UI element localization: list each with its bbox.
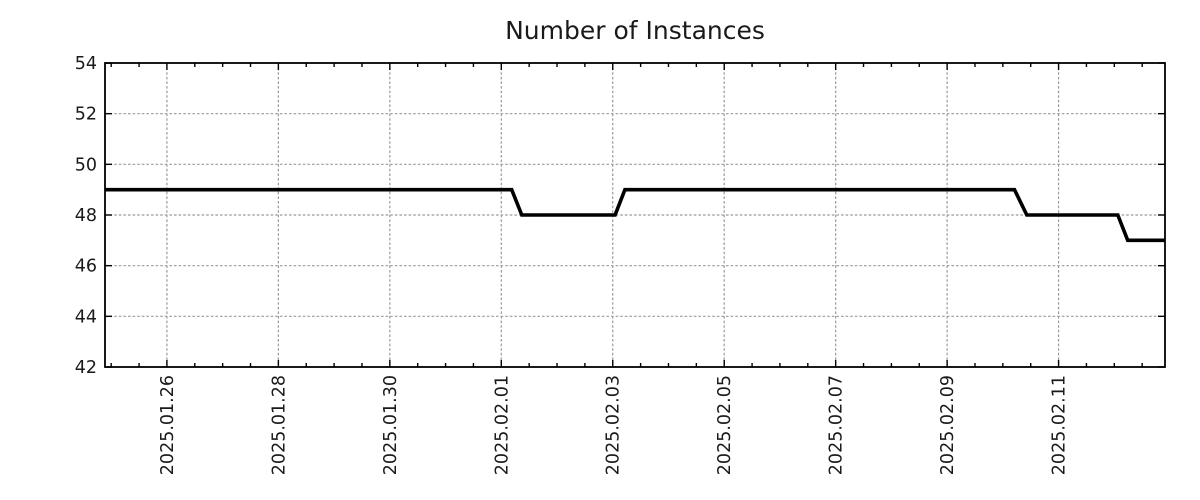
x-tick-label: 2025.01.26 [158,375,178,475]
x-tick-label: 2025.02.11 [1050,375,1070,475]
y-tick-label: 46 [75,257,97,277]
y-tick-label: 44 [75,307,97,327]
chart-title: Number of Instances [505,16,765,45]
y-tick-label: 52 [75,105,97,125]
y-tick-label: 42 [75,358,97,378]
x-tick-label: 2025.02.01 [492,375,512,475]
x-tick-label: 2025.02.09 [938,375,958,475]
x-tick-label: 2025.01.30 [381,375,401,475]
x-tick-label: 2025.01.28 [269,375,289,475]
axis-layer [104,62,1166,368]
x-tick-label: 2025.02.03 [604,375,624,475]
label-layer: 42 44 46 48 50 52 54 2025.01.26 2025.01.28 2025.0… [75,54,1070,475]
series-layer [105,187,1165,243]
y-tick-label: 54 [75,54,97,74]
y-tick-label: 48 [75,206,97,226]
grid-layer [105,63,1165,367]
y-tick-label: 50 [75,155,97,175]
series-line-instances [105,187,1165,243]
x-tick-label: 2025.02.05 [715,375,735,475]
x-tick-label: 2025.02.07 [827,375,847,475]
